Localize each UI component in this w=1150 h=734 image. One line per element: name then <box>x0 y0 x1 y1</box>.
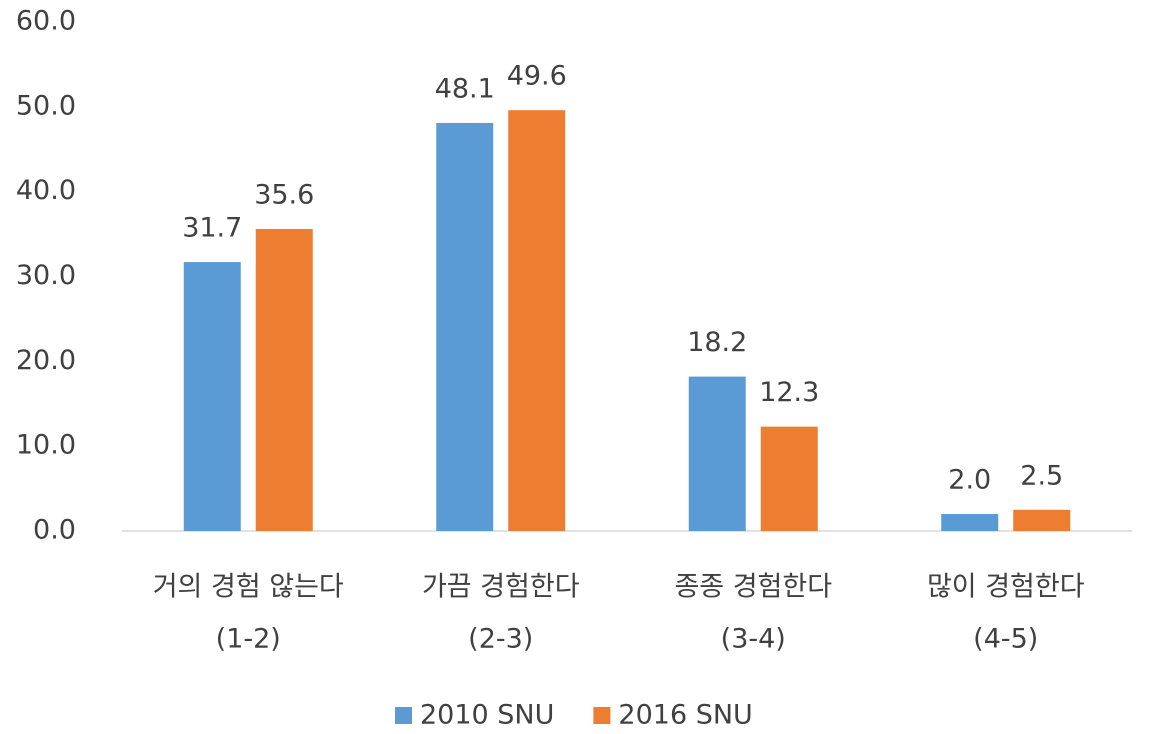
data-label: 48.1 <box>435 73 495 104</box>
data-label: 35.6 <box>254 179 314 210</box>
y-tick-label: 60.0 <box>16 6 76 37</box>
data-label: 2.5 <box>1020 460 1063 491</box>
x-tick-label: 가끔 경험한다 <box>422 572 580 603</box>
y-tick-label: 0.0 <box>33 515 76 546</box>
y-tick-label: 40.0 <box>16 175 76 206</box>
bar <box>941 514 999 531</box>
bar <box>183 262 241 531</box>
x-tick-label: (2-3) <box>468 624 533 655</box>
bar <box>436 122 494 532</box>
data-label: 18.2 <box>687 327 747 358</box>
x-tick-label: (1-2) <box>216 624 281 655</box>
x-tick-label: (3-4) <box>721 624 786 655</box>
x-tick-label: 많이 경험한다 <box>927 572 1085 603</box>
y-tick-label: 20.0 <box>16 345 76 376</box>
data-label: 49.6 <box>507 61 567 92</box>
bar <box>1013 509 1071 531</box>
y-tick-label: 30.0 <box>16 260 76 291</box>
x-tick-label: 거의 경험 않는다 <box>153 572 344 603</box>
bar <box>688 376 746 531</box>
data-label: 2.0 <box>948 465 991 496</box>
legend-swatch <box>593 707 611 724</box>
bar <box>760 426 818 531</box>
x-tick-label: (4-5) <box>973 624 1038 655</box>
y-tick-label: 50.0 <box>16 90 76 121</box>
bar <box>255 228 313 531</box>
legend-label: 2016 SNU <box>618 700 752 731</box>
x-tick-label: 종종 경험한다 <box>674 572 832 603</box>
y-tick-label: 10.0 <box>16 430 76 461</box>
data-label: 12.3 <box>759 377 819 408</box>
data-label: 31.7 <box>182 213 242 244</box>
legend-label: 2010 SNU <box>420 700 554 731</box>
bar <box>508 110 566 531</box>
legend-swatch <box>395 707 412 724</box>
